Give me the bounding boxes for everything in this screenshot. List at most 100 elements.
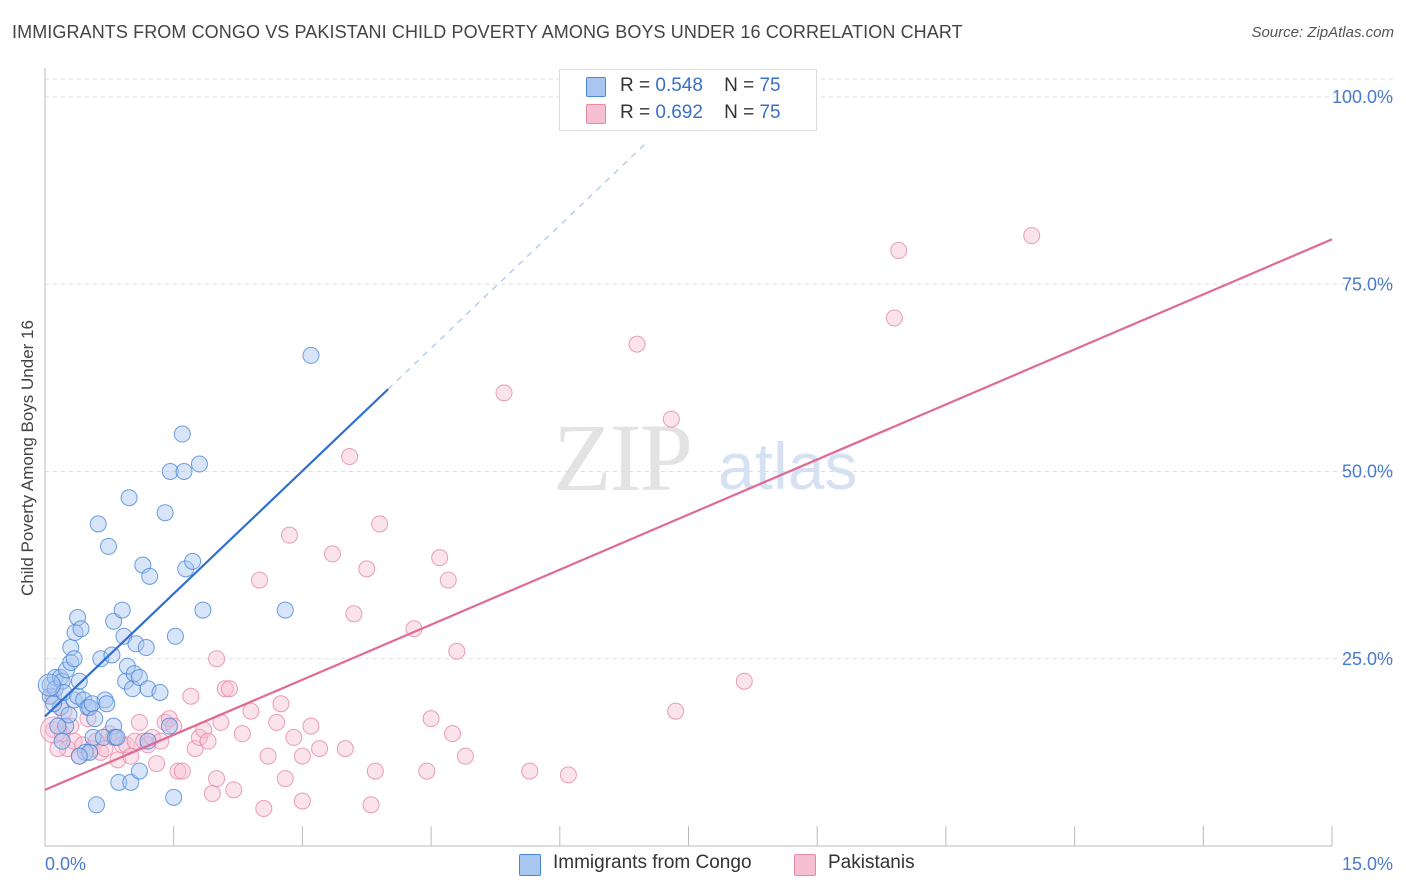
pakistanis-point-37 — [203, 785, 221, 803]
legend-pakistanis-swatch — [794, 854, 816, 876]
congo-point-19 — [72, 620, 90, 638]
congo-point-72 — [45, 695, 63, 713]
pakistanis-point-39 — [208, 650, 226, 668]
pakistanis-point-55 — [302, 717, 320, 735]
congo-point-32 — [98, 695, 116, 713]
congo-n-value: 75 — [759, 75, 781, 96]
pakistanis-point-66 — [422, 710, 440, 728]
pakistanis-point-49 — [268, 713, 286, 731]
congo-point-39 — [110, 773, 128, 791]
pakistanis-point-59 — [341, 448, 359, 466]
congo-point-62 — [175, 463, 193, 480]
pakistanis-point-69 — [444, 725, 462, 743]
pakistanis-point-38 — [208, 770, 226, 788]
pakistanis-point-81 — [418, 762, 436, 780]
pakistanis-point-63 — [366, 762, 384, 780]
pakistanis-point-77 — [1023, 227, 1041, 245]
y-tick-label-100: 100.0% — [1332, 87, 1393, 107]
congo-point-57 — [160, 717, 178, 735]
legend-congo-swatch — [519, 854, 541, 876]
pakistanis-point-82 — [293, 747, 311, 765]
congo-r-value: 0.548 — [655, 75, 703, 96]
congo-point-73 — [53, 732, 71, 750]
pakistanis-point-79 — [559, 766, 577, 784]
pakistanis-r-value: 0.692 — [655, 102, 703, 123]
congo-r-label: R = — [620, 75, 651, 96]
pakistanis-point-71 — [495, 384, 513, 402]
congo-swatch — [586, 77, 606, 97]
x-tick-label-max: 15.0% — [1342, 854, 1393, 874]
congo-point-40 — [113, 601, 131, 619]
congo-point-27 — [87, 796, 105, 814]
y-axis-label: Child Poverty Among Boys Under 16 — [18, 320, 37, 596]
pakistanis-point-41 — [216, 680, 234, 698]
pakistanis-point-72 — [628, 335, 646, 353]
tick-labels: 25.0% 50.0% 75.0% 100.0% 0.0% 15.0% — [45, 87, 1393, 874]
pakistanis-point-31 — [173, 762, 191, 780]
congo-point-10 — [60, 706, 78, 724]
congo-point-52 — [137, 639, 155, 657]
pakistanis-point-20 — [126, 732, 144, 750]
congo-point-29 — [92, 650, 110, 668]
congo-point-61 — [173, 425, 191, 443]
congo-point-55 — [151, 683, 169, 701]
pakistanis-point-73 — [662, 410, 680, 428]
congo-cluster-bubble — [37, 673, 61, 697]
congo-points — [37, 346, 320, 814]
congo-point-58 — [161, 463, 179, 480]
congo-point-13 — [65, 650, 83, 668]
pakistanis-point-46 — [251, 571, 268, 589]
pakistanis-point-78 — [521, 762, 539, 780]
pakistanis-point-6 — [65, 732, 83, 750]
congo-point-69 — [49, 717, 67, 735]
congo-point-35 — [105, 612, 123, 630]
congo-point-25 — [83, 695, 101, 713]
congo-n-label: N = — [724, 75, 755, 96]
pakistanis-point-36 — [199, 732, 217, 750]
congo-point-65 — [190, 455, 208, 473]
y-tick-label-50: 50.0% — [1342, 462, 1393, 482]
congo-point-49 — [130, 668, 148, 686]
congo-point-45 — [122, 773, 140, 791]
pakistanis-point-75 — [885, 309, 903, 327]
congo-point-30 — [94, 728, 112, 746]
pakistanis-n-label: N = — [724, 102, 755, 123]
pakistanis-point-32 — [182, 687, 200, 705]
pakistanis-point-64 — [371, 515, 389, 533]
pakistanis-point-57 — [323, 545, 341, 563]
y-tick-label-25: 25.0% — [1342, 649, 1393, 669]
congo-point-68 — [302, 346, 320, 364]
legend-pakistanis-label: Pakistanis — [828, 852, 915, 873]
watermark-atlas: atlas — [718, 429, 858, 503]
y-tick-label-75: 75.0% — [1342, 274, 1393, 294]
pakistanis-point-30 — [169, 762, 187, 780]
congo-point-59 — [165, 788, 183, 806]
pakistanis-point-70 — [448, 642, 466, 660]
pakistanis-point-52 — [281, 526, 299, 544]
pakistanis-point-45 — [242, 702, 260, 720]
pakistanis-point-62 — [362, 796, 380, 814]
pakistanis-point-51 — [276, 770, 294, 788]
congo-point-28 — [89, 515, 107, 533]
pakistanis-point-47 — [255, 800, 273, 818]
watermark-zip: ZIP — [553, 404, 693, 511]
pakistanis-point-76 — [890, 242, 908, 260]
chart-title: IMMIGRANTS FROM CONGO VS PAKISTANI CHILD… — [12, 22, 963, 42]
pakistanis-point-44 — [233, 725, 251, 743]
congo-point-60 — [166, 627, 184, 645]
pakistanis-point-60 — [345, 605, 363, 623]
congo-point-71 — [86, 710, 104, 728]
pakistanis-point-68 — [439, 571, 457, 589]
congo-point-66 — [194, 601, 212, 619]
pakistanis-point-61 — [358, 560, 376, 578]
source-label: Source: ZipAtlas.com — [1251, 24, 1394, 41]
pakistanis-point-50 — [272, 695, 290, 713]
congo-point-48 — [127, 635, 145, 653]
pakistanis-swatch — [586, 104, 606, 124]
congo-point-64 — [184, 552, 202, 570]
pakistanis-point-48 — [259, 747, 277, 765]
congo-point-54 — [141, 567, 159, 585]
pakistanis-point-53 — [285, 728, 303, 746]
congo-point-33 — [99, 537, 117, 555]
